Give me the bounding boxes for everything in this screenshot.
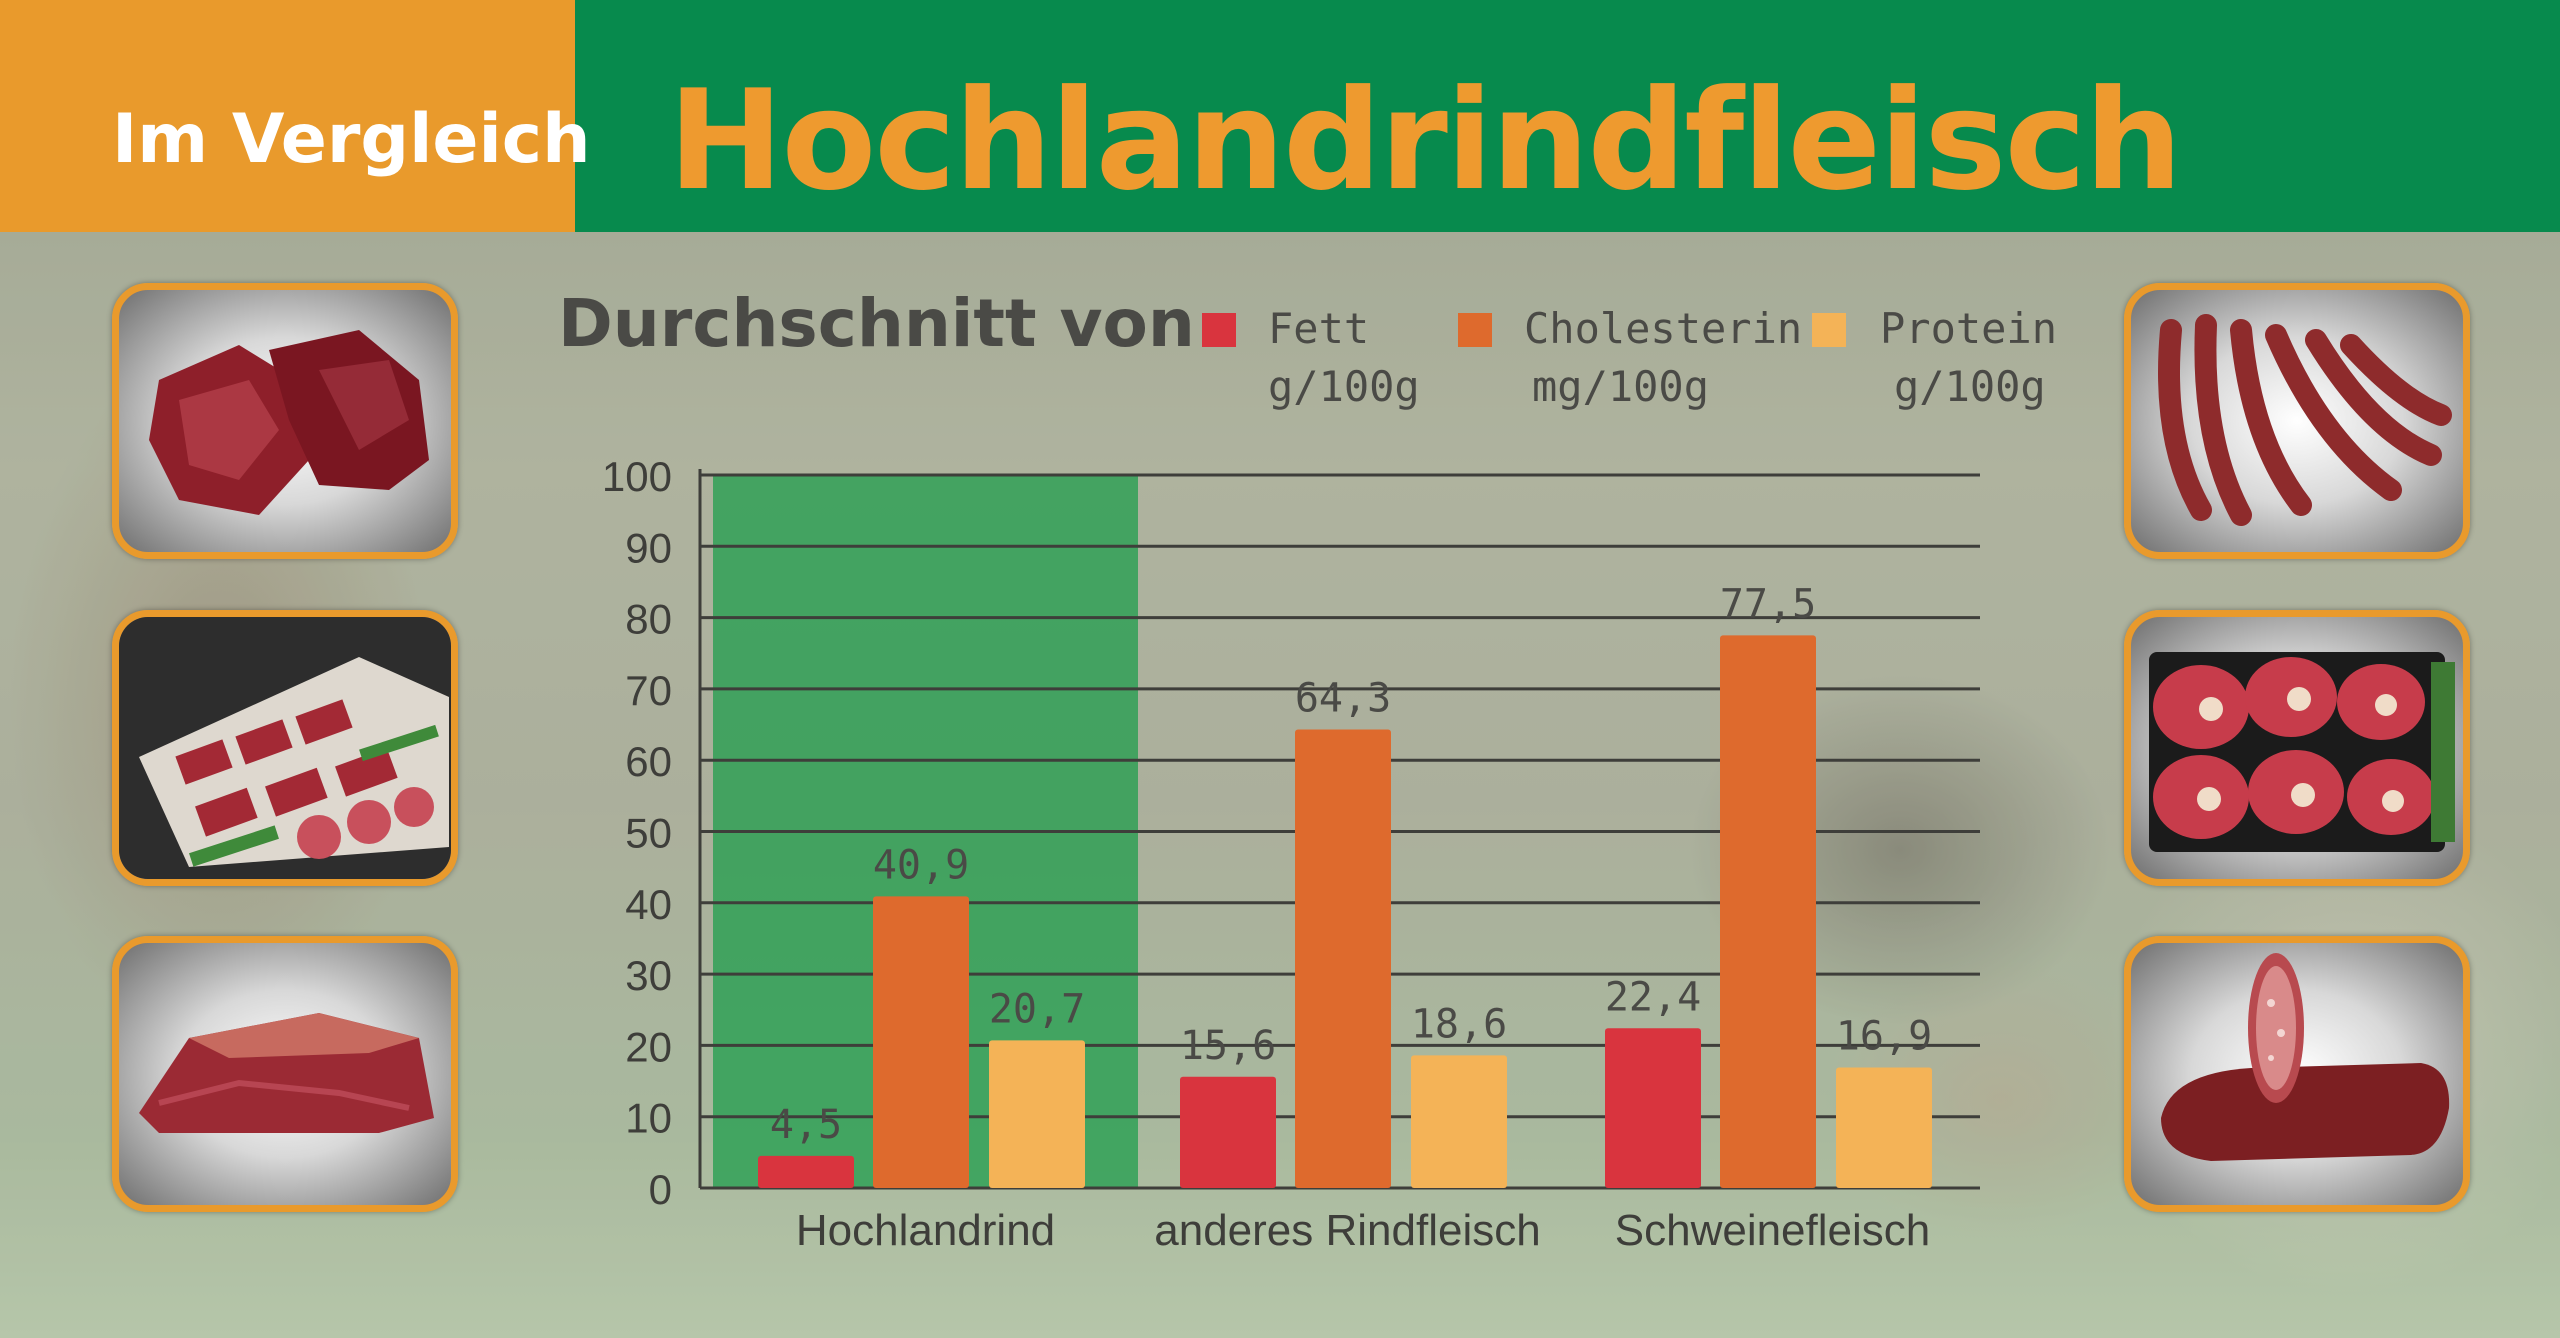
legend-entry-cholesterin: Cholesterin mg/100g xyxy=(1524,300,1802,416)
data-label: 4,5 xyxy=(770,1102,842,1148)
bar-fett xyxy=(1605,1028,1701,1188)
bar-fett xyxy=(1180,1076,1276,1188)
legend-swatch-protein xyxy=(1812,313,1846,347)
data-label: 40,9 xyxy=(873,842,969,888)
bar-protein xyxy=(989,1040,1085,1188)
legend-swatch-fett xyxy=(1202,313,1236,347)
bar-cholesterin xyxy=(873,896,969,1188)
legend-entry-protein: Protein g/100g xyxy=(1880,300,2057,416)
photo-beef-shank xyxy=(2124,610,2470,886)
y-tick-label: 90 xyxy=(625,524,672,571)
y-tick-label: 50 xyxy=(625,810,672,857)
bar-protein xyxy=(1411,1055,1507,1188)
photo-sausages xyxy=(2124,283,2470,559)
y-tick-label: 30 xyxy=(625,952,672,999)
beef-shank-icon xyxy=(2149,652,2455,852)
photo-meat-counter xyxy=(112,610,458,886)
legend-entry-fett: Fett g/100g xyxy=(1268,300,1420,416)
x-tick-label: Schweinefleisch xyxy=(1615,1206,1931,1255)
y-tick-label: 100 xyxy=(602,453,672,500)
salami-icon xyxy=(2161,953,2450,1161)
photo-beef-roast xyxy=(112,936,458,1212)
header-title-box xyxy=(575,0,2560,232)
y-tick-label: 0 xyxy=(649,1166,672,1213)
legend-label-protein: Protein xyxy=(1880,304,2058,353)
data-label: 16,9 xyxy=(1836,1014,1932,1060)
legend-swatch-cholesterin xyxy=(1458,313,1492,347)
page-title: Hochlandrindfleisch xyxy=(668,60,2183,221)
header-label-box xyxy=(0,0,575,232)
photo-salami xyxy=(2124,936,2470,1212)
data-label: 22,4 xyxy=(1605,974,1701,1020)
y-tick-label: 70 xyxy=(625,667,672,714)
y-tick-label: 80 xyxy=(625,596,672,643)
bar-fett xyxy=(758,1155,854,1188)
beef-roast-icon xyxy=(139,1013,434,1133)
chart-title: Durchschnitt von xyxy=(558,285,1195,362)
data-label: 20,7 xyxy=(989,986,1085,1032)
x-tick-label: anderes Rindfleisch xyxy=(1154,1206,1540,1255)
legend-label-fett: Fett xyxy=(1268,304,1370,353)
bar-cholesterin xyxy=(1295,729,1391,1188)
legend-label-cholesterin: Cholesterin xyxy=(1524,304,1803,353)
x-tick-label: Hochlandrind xyxy=(796,1206,1055,1255)
y-tick-label: 60 xyxy=(625,738,672,785)
header-label: Im Vergleich xyxy=(112,100,591,179)
data-label: 15,6 xyxy=(1180,1023,1276,1069)
bar-cholesterin xyxy=(1720,635,1816,1188)
data-label: 64,3 xyxy=(1295,676,1391,722)
meat-counter-icon xyxy=(119,617,451,879)
y-tick-label: 40 xyxy=(625,881,672,928)
photo-raw-beef xyxy=(112,283,458,559)
raw-beef-icon xyxy=(149,330,429,515)
y-tick-label: 10 xyxy=(625,1095,672,1142)
legend-unit-cholesterin: mg/100g xyxy=(1532,362,1710,411)
legend-unit-fett: g/100g xyxy=(1268,362,1420,411)
data-label: 18,6 xyxy=(1411,1001,1507,1047)
bar-protein xyxy=(1836,1067,1932,1188)
y-tick-label: 20 xyxy=(625,1023,672,1070)
legend-unit-protein: g/100g xyxy=(1894,362,2046,411)
data-label: 77,5 xyxy=(1720,581,1816,627)
sausages-icon xyxy=(2158,314,2452,526)
